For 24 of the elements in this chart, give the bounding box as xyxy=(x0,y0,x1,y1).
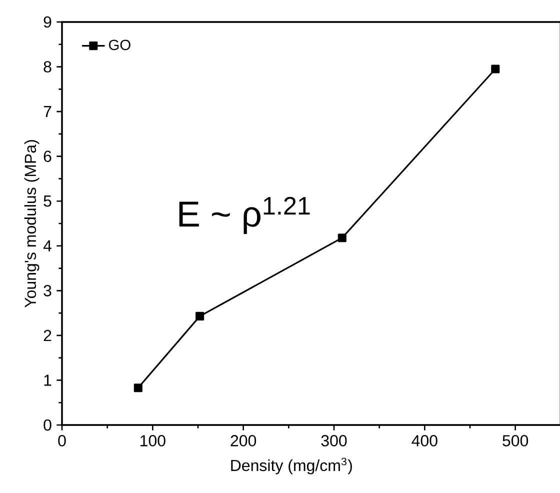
y-tick-label: 4 xyxy=(43,240,52,252)
point xyxy=(134,384,142,392)
x-tick-label: 500 xyxy=(502,435,528,446)
x-tick-label: 0 xyxy=(58,435,66,446)
point xyxy=(338,234,346,242)
y-axis-title: Young's modulus (MPa) xyxy=(24,140,40,308)
y-tick-label: 8 xyxy=(44,61,52,72)
point xyxy=(196,312,204,320)
y-tick-label: 7 xyxy=(44,106,52,118)
x-tick-label: 200 xyxy=(230,435,256,446)
y-tick-label: 1 xyxy=(44,374,52,386)
x-tick-label: 100 xyxy=(140,435,166,446)
point xyxy=(491,64,500,74)
x-tick-label: 300 xyxy=(321,435,347,446)
x-tick-label: 400 xyxy=(412,435,438,446)
y-tick-label: 9 xyxy=(44,16,52,28)
y-tick-label: 0 xyxy=(44,419,52,431)
y-tick-label: 5 xyxy=(44,196,52,207)
annotation: E ~ ρ$^{1.21}$ xyxy=(179,196,310,234)
x-axis-title: Density (mg/cm$^{3}$) xyxy=(231,458,352,474)
y-tick-label: 3 xyxy=(44,285,52,296)
y-tick-label: 6 xyxy=(44,150,52,162)
legend-label: GO xyxy=(108,40,130,50)
y-tick-label: 2 xyxy=(44,330,52,342)
